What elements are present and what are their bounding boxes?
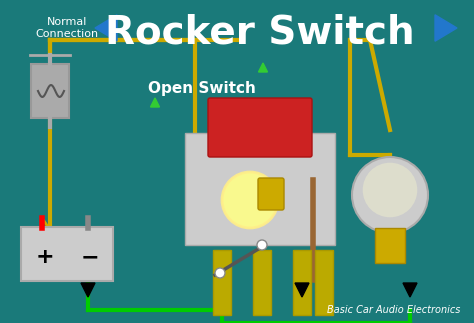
Polygon shape: [81, 283, 95, 297]
FancyBboxPatch shape: [315, 250, 333, 315]
Circle shape: [352, 157, 428, 233]
Polygon shape: [95, 15, 117, 41]
Circle shape: [215, 268, 225, 278]
Polygon shape: [258, 63, 267, 72]
Polygon shape: [295, 283, 309, 297]
Text: Open Switch: Open Switch: [148, 80, 256, 96]
Polygon shape: [435, 15, 457, 41]
Text: Basic Car Audio Electronics: Basic Car Audio Electronics: [327, 305, 460, 315]
Polygon shape: [403, 283, 417, 297]
Circle shape: [222, 172, 278, 228]
Polygon shape: [151, 98, 159, 107]
Circle shape: [257, 240, 267, 250]
FancyBboxPatch shape: [293, 250, 311, 315]
FancyBboxPatch shape: [258, 178, 284, 210]
Text: −: −: [81, 247, 100, 267]
Text: +: +: [36, 247, 55, 267]
FancyBboxPatch shape: [185, 133, 335, 245]
Text: Rocker Switch: Rocker Switch: [105, 13, 415, 51]
Circle shape: [362, 162, 418, 218]
FancyBboxPatch shape: [21, 227, 113, 281]
FancyBboxPatch shape: [208, 98, 312, 157]
FancyBboxPatch shape: [375, 228, 405, 263]
FancyBboxPatch shape: [31, 64, 69, 118]
FancyBboxPatch shape: [253, 250, 271, 315]
FancyBboxPatch shape: [213, 250, 231, 315]
FancyBboxPatch shape: [0, 0, 474, 55]
Text: Normal
Connection: Normal Connection: [36, 17, 99, 39]
